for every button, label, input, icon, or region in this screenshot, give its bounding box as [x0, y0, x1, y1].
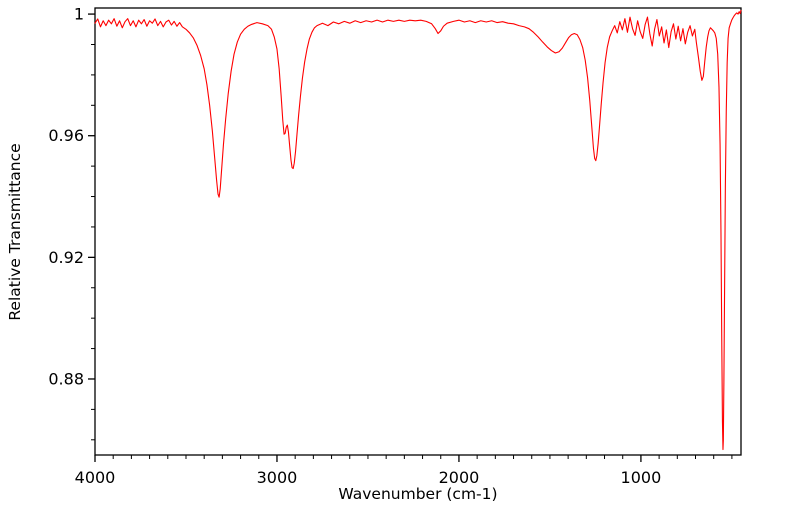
spectrum-line: [94, 9, 742, 451]
axes-border: [94, 7, 742, 456]
x-tick-label: 3000: [257, 468, 298, 487]
x-tick-label: 4000: [75, 468, 116, 487]
y-tick-label: 0.88: [48, 369, 84, 388]
x-axis-ticks: 4000 3000 2000 1000: [75, 455, 733, 487]
y-tick-label: 1: [74, 5, 84, 24]
x-tick-label: 2000: [439, 468, 480, 487]
x-tick-label: 1000: [621, 468, 662, 487]
y-axis-ticks: 0.88 0.92 0.96 1: [48, 5, 95, 441]
y-tick-label: 0.96: [48, 126, 84, 145]
y-axis-label: Relative Transmittance: [6, 143, 24, 320]
x-axis-label: Wavenumber (cm-1): [338, 485, 497, 503]
y-tick-label: 0.92: [48, 248, 84, 267]
